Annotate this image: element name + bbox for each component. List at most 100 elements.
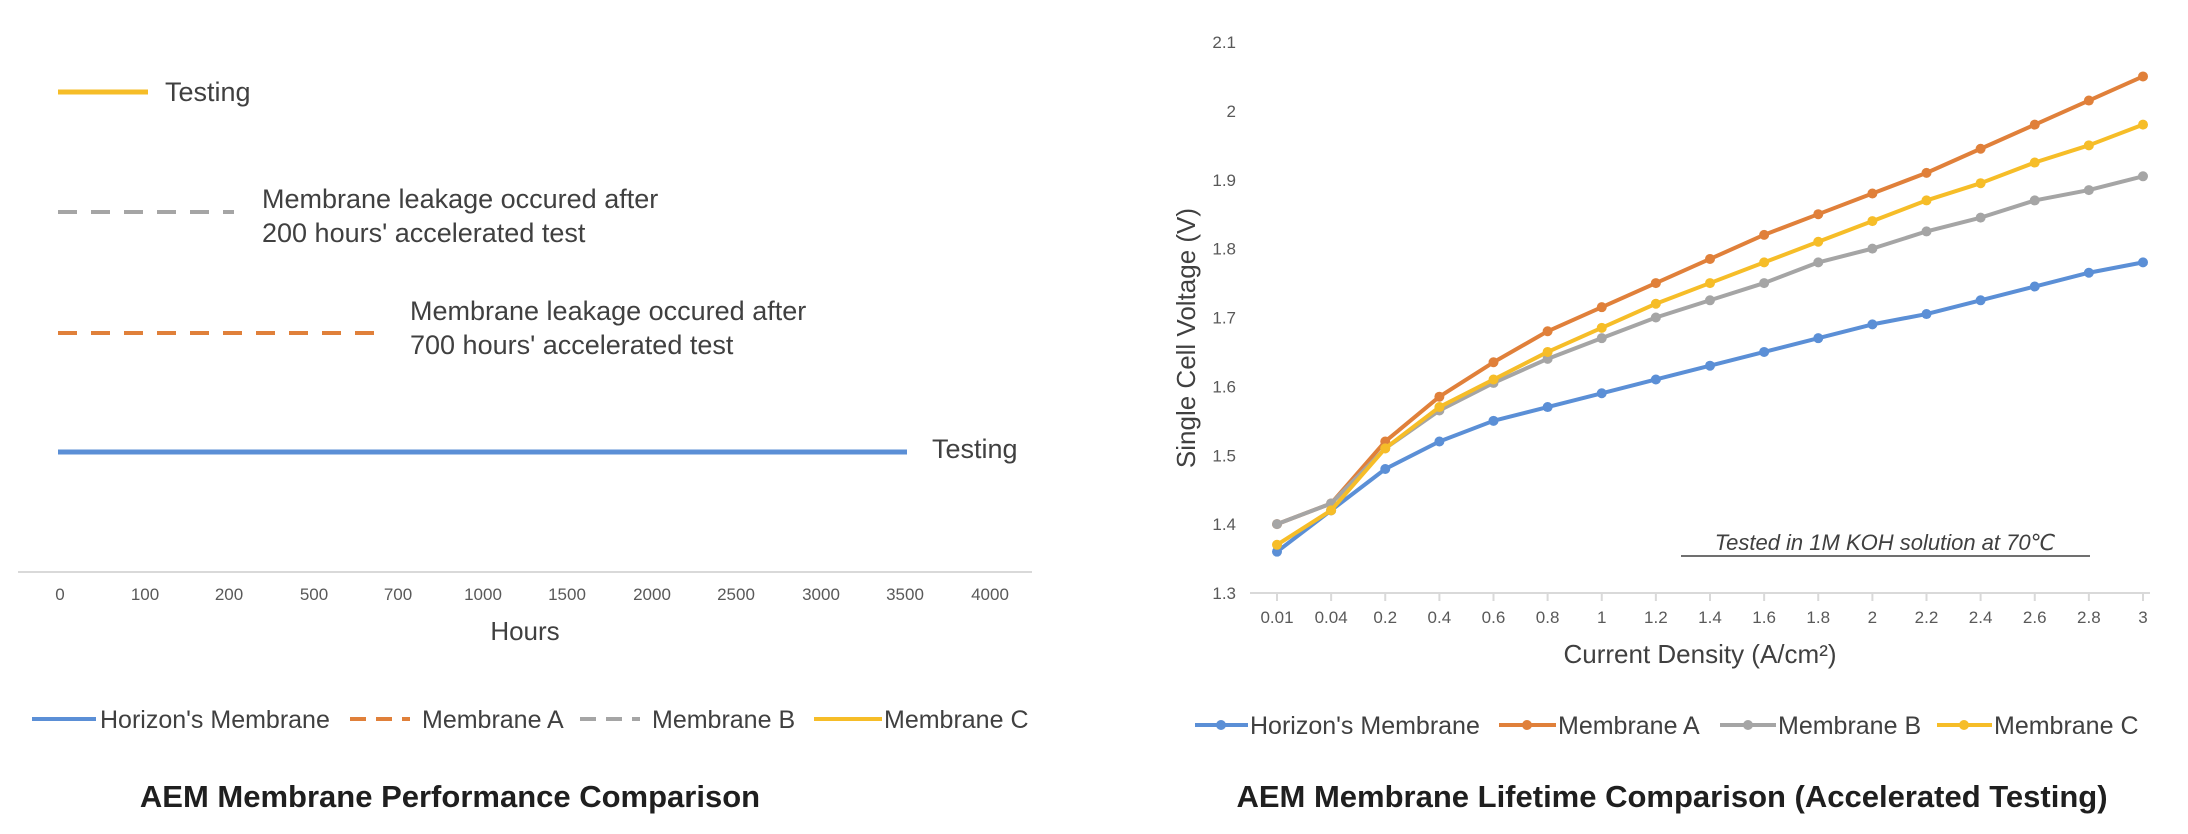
x-axis-title: Current Density (A/cm²) <box>1563 639 1836 669</box>
chart-note: Tested in 1M KOH solution at 70℃ <box>1715 530 2056 555</box>
x-tick-label: 0.01 <box>1260 608 1293 627</box>
x-axis-tick-labels: 0 100 200 500 700 1000 1500 2000 2500 30… <box>55 585 1009 604</box>
data-point-membrane-c <box>1813 236 1824 247</box>
x-tick-label: 1.8 <box>1806 608 1830 627</box>
data-point-membrane-b <box>1596 333 1607 344</box>
x-tick-label: 2.8 <box>2077 608 2101 627</box>
data-point-membrane-a <box>2029 119 2040 130</box>
data-point-membrane-a <box>1975 143 1986 154</box>
x-tick-label: 3 <box>2138 608 2147 627</box>
y-axis-tick-labels: 1.3 1.4 1.5 1.6 1.7 1.8 1.9 2 2.1 <box>1212 33 1236 603</box>
performance-chart: Testing Membrane leakage occured after 2… <box>18 77 1032 814</box>
y-tick-label: 1.9 <box>1212 171 1236 190</box>
data-point-membrane-c <box>2083 140 2094 151</box>
data-point-membrane-b <box>1542 353 1553 364</box>
x-tick-label: 0.2 <box>1373 608 1397 627</box>
annotation-horizon: Testing <box>932 434 1018 464</box>
legend-marker-horizon <box>1216 720 1226 730</box>
y-tick-label: 1.3 <box>1212 584 1236 603</box>
legend: Horizon's Membrane Membrane A Membrane B… <box>1195 712 2139 740</box>
data-point-membrane-a <box>1488 357 1499 368</box>
data-point-membrane-a <box>1596 302 1607 313</box>
series-line-horizon-s-membrane <box>1275 260 2144 554</box>
x-tick-label: 0 <box>55 585 64 604</box>
data-point-membrane-c <box>1921 195 1932 206</box>
data-point-membrane-c <box>1272 539 1282 550</box>
legend-label-horizon: Horizon's Membrane <box>100 706 330 734</box>
data-point-horizon-s-membrane <box>1975 295 1986 306</box>
data-point-membrane-b <box>1921 226 1932 237</box>
data-point-membrane-a <box>1867 188 1878 199</box>
legend-label-horizon: Horizon's Membrane <box>1250 712 1480 740</box>
data-point-membrane-c <box>1434 402 1445 413</box>
data-point-horizon-s-membrane <box>1650 374 1661 385</box>
x-tick-label: 2 <box>1868 608 1877 627</box>
y-tick-label: 1.6 <box>1212 377 1236 396</box>
legend-label-membrane-a: Membrane A <box>1558 712 1700 740</box>
x-tick-label: 1.4 <box>1698 608 1722 627</box>
data-point-membrane-a <box>1434 391 1445 402</box>
y-tick-label: 1.4 <box>1212 515 1236 534</box>
data-point-membrane-b <box>2138 171 2148 182</box>
data-point-horizon-s-membrane <box>1542 402 1553 413</box>
data-point-membrane-c <box>1705 278 1715 289</box>
annotation-membrane-a-line2: 700 hours' accelerated test <box>410 330 734 360</box>
data-point-membrane-c <box>1380 443 1391 454</box>
data-point-membrane-c <box>1488 374 1499 385</box>
x-tick-label: 700 <box>384 585 412 604</box>
data-point-membrane-c <box>2138 119 2148 130</box>
legend-label-membrane-c: Membrane C <box>884 706 1029 734</box>
x-tick-label: 3000 <box>802 585 840 604</box>
x-tick-label: 1000 <box>464 585 502 604</box>
x-axis-tick-labels: 0.01 0.04 0.2 0.4 0.6 0.8 1 1.2 1.4 1.6 1.8 2 2.2 2.4… <box>1260 593 2148 627</box>
data-point-membrane-c <box>1542 346 1553 357</box>
data-point-membrane-c <box>1650 298 1661 309</box>
x-tick-label: 200 <box>215 585 243 604</box>
x-tick-label: 2500 <box>717 585 755 604</box>
annotation-membrane-c: Testing <box>165 77 251 107</box>
series-line-membrane-c <box>1275 122 2144 547</box>
y-tick-label: 2.1 <box>1212 33 1236 52</box>
x-tick-label: 0.8 <box>1536 608 1560 627</box>
data-point-membrane-c <box>1326 505 1337 516</box>
x-tick-label: 3500 <box>886 585 924 604</box>
x-tick-label: 1.6 <box>1752 608 1776 627</box>
data-point-horizon-s-membrane <box>1380 464 1391 475</box>
y-tick-label: 1.7 <box>1212 309 1236 328</box>
data-point-horizon-s-membrane <box>1488 415 1499 426</box>
x-tick-label: 0.6 <box>1482 608 1506 627</box>
lifetime-chart: 1.3 1.4 1.5 1.6 1.7 1.8 1.9 2 2.1 0.01 0.04 0.2 0.4… <box>1171 33 2150 814</box>
series-line-membrane-b <box>1276 174 2144 526</box>
data-point-membrane-a <box>1542 326 1553 337</box>
data-point-horizon-s-membrane <box>2083 267 2094 278</box>
data-point-membrane-b <box>2083 185 2094 196</box>
y-tick-label: 1.5 <box>1212 446 1236 465</box>
y-axis-title: Single Cell Voltage (V) <box>1171 208 1201 468</box>
data-point-membrane-b <box>1705 295 1715 306</box>
legend-marker-membrane-c <box>1959 720 1969 730</box>
data-point-membrane-a <box>1813 209 1824 220</box>
data-point-membrane-b <box>1975 212 1986 223</box>
chart-caption: AEM Membrane Performance Comparison <box>140 779 760 814</box>
series-group <box>1272 71 2148 557</box>
data-point-horizon-s-membrane <box>1759 346 1770 357</box>
x-tick-label: 2.6 <box>2023 608 2047 627</box>
x-tick-label: 2000 <box>633 585 671 604</box>
x-tick-label: 0.04 <box>1315 608 1348 627</box>
data-point-horizon-s-membrane <box>1434 436 1445 447</box>
data-point-membrane-b <box>1650 312 1661 323</box>
data-point-membrane-b <box>2029 195 2040 206</box>
data-point-membrane-a <box>2083 95 2094 106</box>
legend-label-membrane-a: Membrane A <box>422 706 564 734</box>
x-tick-label: 4000 <box>971 585 1009 604</box>
data-point-membrane-c <box>1975 178 1986 189</box>
legend-label-membrane-b: Membrane B <box>652 706 795 734</box>
x-tick-label: 500 <box>300 585 328 604</box>
data-point-membrane-a <box>1705 253 1715 264</box>
data-point-membrane-a <box>1921 167 1932 178</box>
chart-caption: AEM Membrane Lifetime Comparison (Accele… <box>1236 779 2107 814</box>
x-axis-title: Hours <box>490 616 559 646</box>
legend-marker-membrane-b <box>1743 720 1753 730</box>
y-tick-label: 2 <box>1227 102 1236 121</box>
x-tick-label: 1500 <box>548 585 586 604</box>
